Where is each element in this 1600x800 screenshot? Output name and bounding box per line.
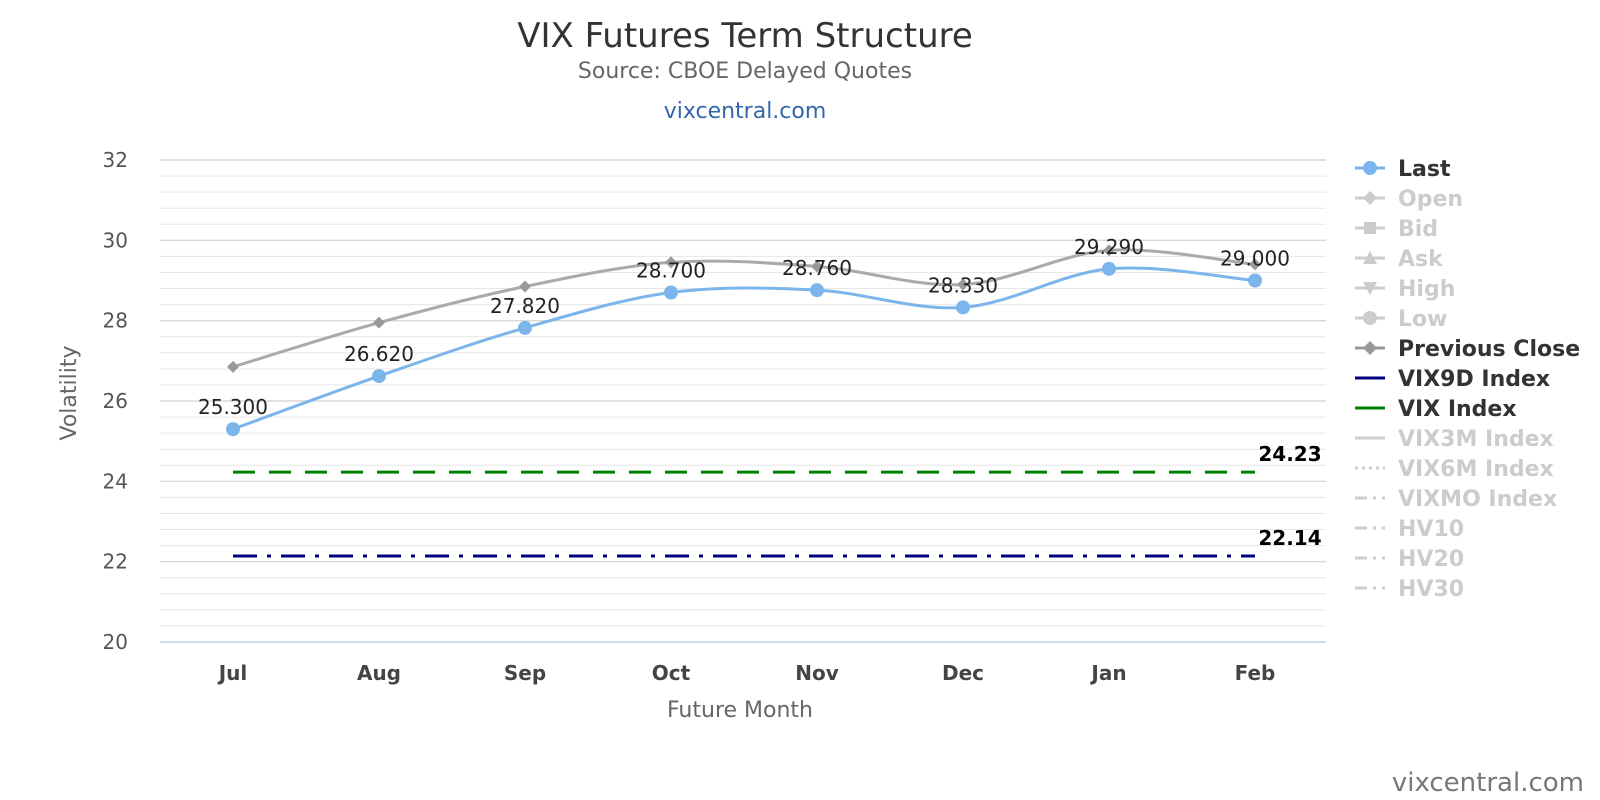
y-tick-label: 30 — [103, 228, 128, 252]
y-tick-label: 28 — [103, 309, 128, 333]
point-previous-close — [1103, 244, 1115, 257]
x-tick-label: Sep — [504, 661, 546, 685]
y-axis-ticks: 20 22 24 26 28 30 32 — [103, 148, 128, 654]
legend-label: Bid — [1398, 217, 1438, 242]
legend-marker-square — [1364, 222, 1376, 234]
legend-label: VIXMO Index — [1398, 487, 1557, 512]
legend-marker-diamond — [1363, 191, 1377, 205]
legend-item-vix6m-index[interactable]: VIX6M Index — [1355, 457, 1554, 482]
legend-label: VIX3M Index — [1398, 427, 1554, 452]
x-tick-label: Nov — [795, 661, 839, 685]
legend-label: High — [1398, 277, 1455, 302]
x-tick-label: Aug — [357, 661, 401, 685]
plot-grid — [160, 159, 1326, 643]
data-label: 28.330 — [928, 273, 998, 297]
legend-label: Previous Close — [1398, 337, 1580, 362]
legend-marker-triangle-down — [1363, 282, 1377, 295]
data-label: 28.700 — [636, 259, 706, 283]
x-tick-label: Dec — [942, 661, 984, 685]
point-last — [1248, 273, 1262, 288]
y-tick-label: 32 — [103, 148, 128, 172]
legend-item-vixmo-index[interactable]: VIXMO Index — [1355, 487, 1557, 512]
point-last — [664, 285, 678, 300]
point-last — [810, 283, 824, 298]
legend-label: Last — [1398, 157, 1451, 182]
legend-item-open[interactable]: Open — [1355, 187, 1463, 212]
y-tick-label: 24 — [103, 469, 128, 493]
point-previous-close — [1249, 258, 1261, 271]
point-previous-close — [665, 256, 677, 269]
legend: Last Open Bid Ask High Low Previous Close VIX9D… — [1355, 157, 1580, 602]
legend-item-ask[interactable]: Ask — [1355, 247, 1444, 272]
point-previous-close — [373, 316, 385, 329]
data-labels: 22.14 24.23 25.300 26.620 27.820 28.700 28.760… — [198, 235, 1322, 550]
credits-link[interactable]: vixcentral.com — [1392, 768, 1584, 798]
chart-title: VIX Futures Term Structure — [517, 16, 973, 56]
legend-label: VIX9D Index — [1398, 367, 1550, 392]
legend-label: VIX Index — [1398, 397, 1517, 422]
point-last — [518, 320, 532, 335]
legend-label: Ask — [1398, 247, 1444, 272]
point-previous-close — [811, 260, 823, 273]
end-label-vix-index: 24.23 — [1258, 442, 1321, 466]
legend-label: Low — [1398, 307, 1447, 332]
data-label: 25.300 — [198, 395, 268, 419]
legend-label: HV30 — [1398, 577, 1464, 602]
legend-item-low[interactable]: Low — [1355, 307, 1447, 332]
series-line-previous-close — [232, 248, 1256, 369]
y-tick-label: 22 — [103, 550, 128, 574]
legend-item-last[interactable]: Last — [1355, 157, 1451, 182]
end-label-vix9d-index: 22.14 — [1258, 526, 1321, 550]
point-previous-close — [227, 360, 239, 373]
legend-label: VIX6M Index — [1398, 457, 1554, 482]
point-previous-close — [519, 280, 531, 293]
legend-marker-diamond — [1363, 341, 1377, 355]
legend-marker-circle — [1363, 311, 1377, 325]
data-label: 26.620 — [344, 342, 414, 366]
series-layer — [226, 244, 1262, 558]
x-axis-title: Future Month — [667, 698, 813, 723]
x-tick-label: Jan — [1089, 661, 1126, 685]
series-line-last — [232, 266, 1256, 431]
data-label: 27.820 — [490, 294, 560, 318]
data-label: 29.290 — [1074, 235, 1144, 259]
point-last — [226, 422, 240, 437]
y-axis-title: Volatility — [57, 345, 82, 440]
legend-item-vix-index[interactable]: VIX Index — [1355, 397, 1517, 422]
x-tick-label: Jul — [217, 661, 248, 685]
legend-item-vix3m-index[interactable]: VIX3M Index — [1355, 427, 1554, 452]
legend-marker-triangle — [1363, 251, 1377, 264]
legend-marker-circle — [1363, 161, 1377, 175]
legend-label: HV10 — [1398, 517, 1464, 542]
legend-item-vix9d-index[interactable]: VIX9D Index — [1355, 367, 1550, 392]
point-previous-close — [957, 278, 969, 291]
legend-label: HV20 — [1398, 547, 1464, 572]
x-tick-label: Oct — [652, 661, 691, 685]
x-axis-ticks: Jul Aug Sep Oct Nov Dec Jan Feb — [217, 661, 1276, 685]
x-tick-label: Feb — [1235, 661, 1276, 685]
legend-item-bid[interactable]: Bid — [1355, 217, 1438, 242]
point-last — [956, 300, 970, 315]
legend-item-hv30[interactable]: HV30 — [1355, 577, 1464, 602]
chart-subtitle: Source: CBOE Delayed Quotes — [578, 59, 912, 84]
legend-label: Open — [1398, 187, 1463, 212]
source-link[interactable]: vixcentral.com — [664, 99, 827, 124]
y-tick-label: 26 — [103, 389, 128, 413]
point-last — [372, 369, 386, 384]
data-label: 28.760 — [782, 256, 852, 280]
legend-item-hv10[interactable]: HV10 — [1355, 517, 1464, 542]
legend-item-previous-close[interactable]: Previous Close — [1355, 337, 1580, 362]
legend-item-high[interactable]: High — [1355, 277, 1455, 302]
y-tick-label: 20 — [103, 630, 128, 654]
point-last — [1102, 261, 1116, 276]
data-label: 29.000 — [1220, 247, 1290, 271]
legend-item-hv20[interactable]: HV20 — [1355, 547, 1464, 572]
